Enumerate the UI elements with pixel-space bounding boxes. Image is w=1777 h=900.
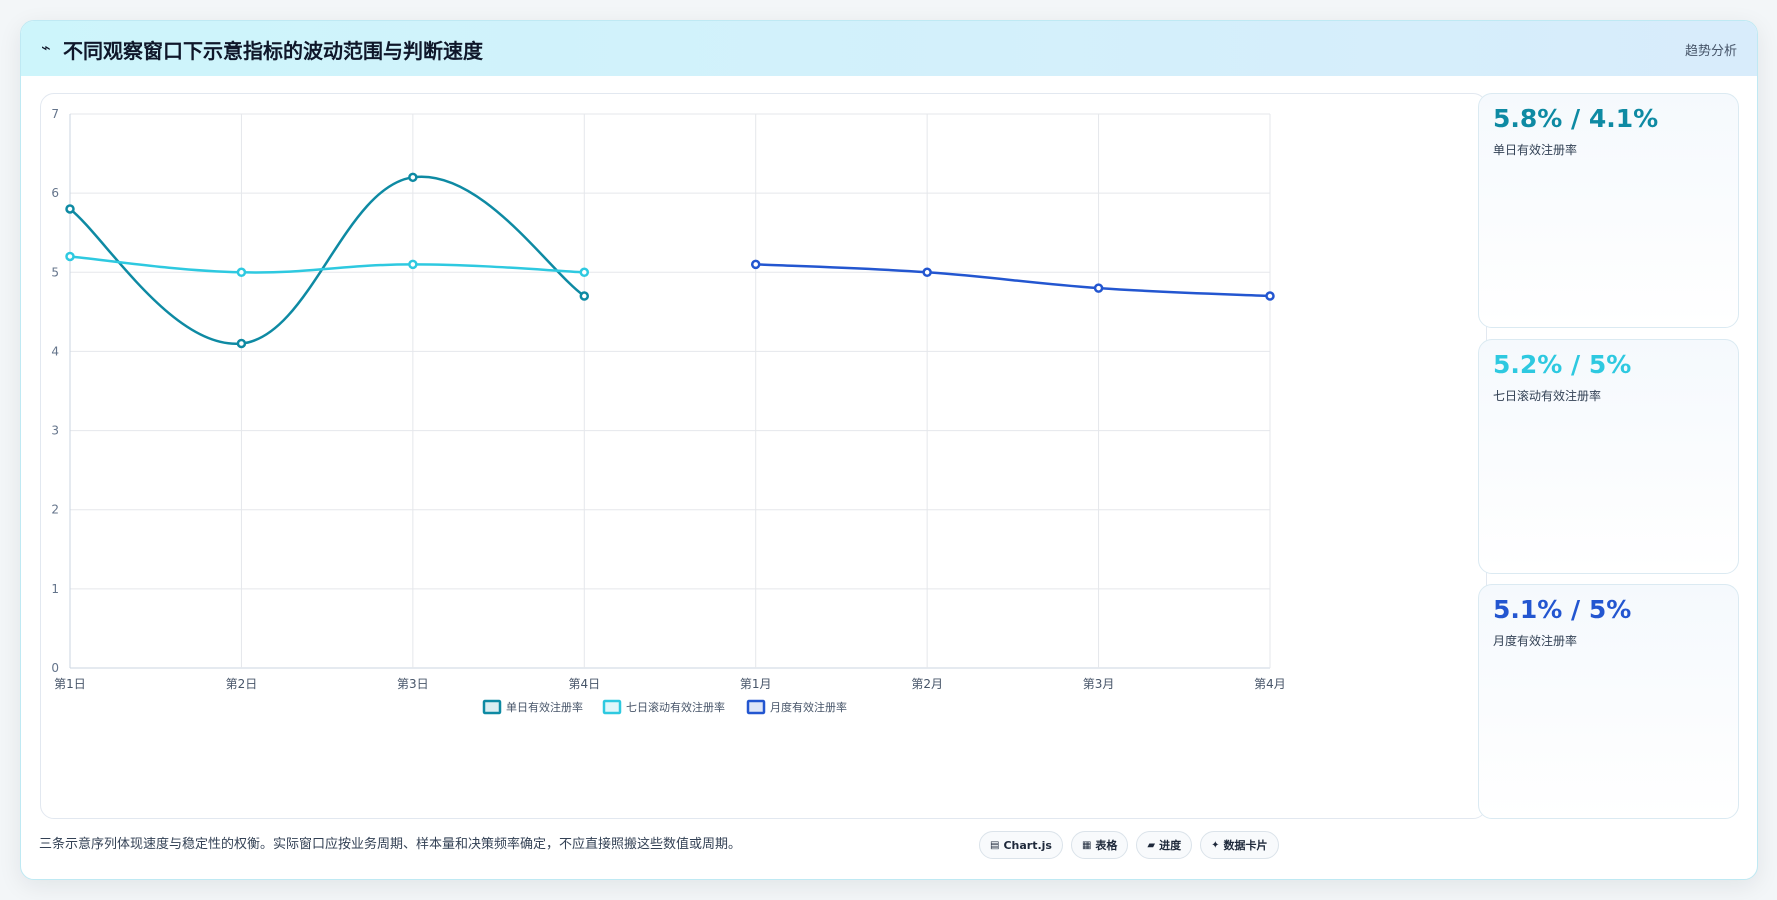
chip-table[interactable]: ▦ 表格	[1070, 831, 1129, 859]
kpi-card-daily: 5.8% / 4.1% 单日有效注册率	[1478, 93, 1739, 328]
y-tick-label: 1	[51, 582, 59, 596]
card-header: ⌁ 不同观察窗口下示意指标的波动范围与判断速度 趋势分析	[21, 21, 1757, 76]
data-point	[1265, 291, 1275, 301]
x-tick-label: 第1日	[54, 677, 86, 691]
header-tag: 趋势分析	[1684, 44, 1737, 59]
kpi-card-weekly: 5.2% / 5% 七日滚动有效注册率	[1478, 339, 1739, 574]
data-point	[408, 172, 418, 183]
y-tick-label: 2	[51, 503, 59, 517]
card-icon: ✦	[1211, 839, 1220, 851]
data-point	[579, 267, 590, 278]
trend-icon: ⌁	[41, 38, 51, 57]
kpi-value: 5.2% / 5%	[1493, 350, 1632, 379]
legend-swatch	[746, 699, 766, 715]
x-tick-label: 第4日	[568, 677, 600, 691]
x-tick-label: 第4月	[1254, 677, 1286, 691]
kpi-label: 七日滚动有效注册率	[1493, 389, 1602, 403]
series-line-2	[69, 255, 585, 274]
data-point	[408, 259, 418, 270]
chip-progress[interactable]: ▰ 进度	[1136, 831, 1193, 859]
x-tick-label: 第3日	[397, 677, 429, 691]
data-point	[65, 204, 75, 214]
x-tick-label: 第2日	[226, 677, 258, 691]
data-point	[1093, 283, 1104, 293]
table-icon: ▦	[1081, 839, 1092, 851]
legend-label: 单日有效注册率	[506, 700, 583, 714]
data-point	[236, 338, 247, 349]
data-point	[65, 251, 75, 262]
x-tick-label: 第2月	[911, 677, 943, 691]
x-tick-label: 第3月	[1083, 677, 1115, 691]
chart-icon: ▤	[990, 839, 1000, 851]
legend-label: 七日滚动有效注册率	[626, 700, 725, 714]
kpi-label: 月度有效注册率	[1493, 634, 1578, 648]
footnote: 三条示意序列体现速度与稳定性的权衡。实际窗口应按业务周期、样本量和决策频率确定，…	[39, 837, 742, 852]
y-tick-label: 6	[51, 186, 59, 200]
chart-panel: 0 1 2 3 4 5 6 7 第1日 第2日 第3日 第4日 第1月 第2月 第3月 第4月单日有效注册率 七…	[40, 93, 1487, 819]
series-line-1	[69, 175, 585, 345]
y-tick-label: 0	[51, 661, 59, 675]
chip-label: 数据卡片	[1223, 839, 1268, 852]
legend-swatch	[602, 699, 622, 715]
chip-data-card[interactable]: ✦ 数据卡片	[1200, 831, 1279, 859]
y-tick-label: 5	[51, 265, 59, 279]
y-tick-label: 4	[51, 344, 59, 358]
data-point	[236, 267, 247, 278]
dashboard-card: ⌁ 不同观察窗口下示意指标的波动范围与判断速度 趋势分析 0 1 2 3 4 5 6 7 第1日…	[20, 20, 1758, 880]
chip-label: 进度	[1159, 839, 1182, 852]
chip-label: Chart.js	[1003, 838, 1052, 852]
y-tick-label: 7	[51, 107, 59, 121]
progress-icon: ▰	[1147, 839, 1156, 851]
kpi-card-monthly: 5.1% / 5% 月度有效注册率	[1478, 584, 1739, 819]
chip-label: 表格	[1095, 839, 1118, 852]
legend-swatch	[482, 699, 502, 715]
data-point	[579, 291, 590, 301]
chip-chartjs[interactable]: ▤ Chart.js	[979, 831, 1063, 859]
page-title: 不同观察窗口下示意指标的波动范围与判断速度	[63, 39, 483, 63]
data-point	[922, 267, 932, 278]
data-point	[750, 259, 761, 270]
kpi-value: 5.1% / 5%	[1493, 595, 1632, 624]
kpi-label: 单日有效注册率	[1493, 143, 1578, 157]
chip-bar: ▤ Chart.js ▦ 表格 ▰ 进度 ✦ 数据卡片	[979, 831, 1279, 859]
y-tick-label: 3	[51, 424, 59, 438]
legend-label: 月度有效注册率	[770, 700, 847, 714]
x-tick-label: 第1月	[740, 677, 772, 691]
kpi-value: 5.8% / 4.1%	[1493, 104, 1659, 133]
series-line-3	[755, 263, 1271, 298]
